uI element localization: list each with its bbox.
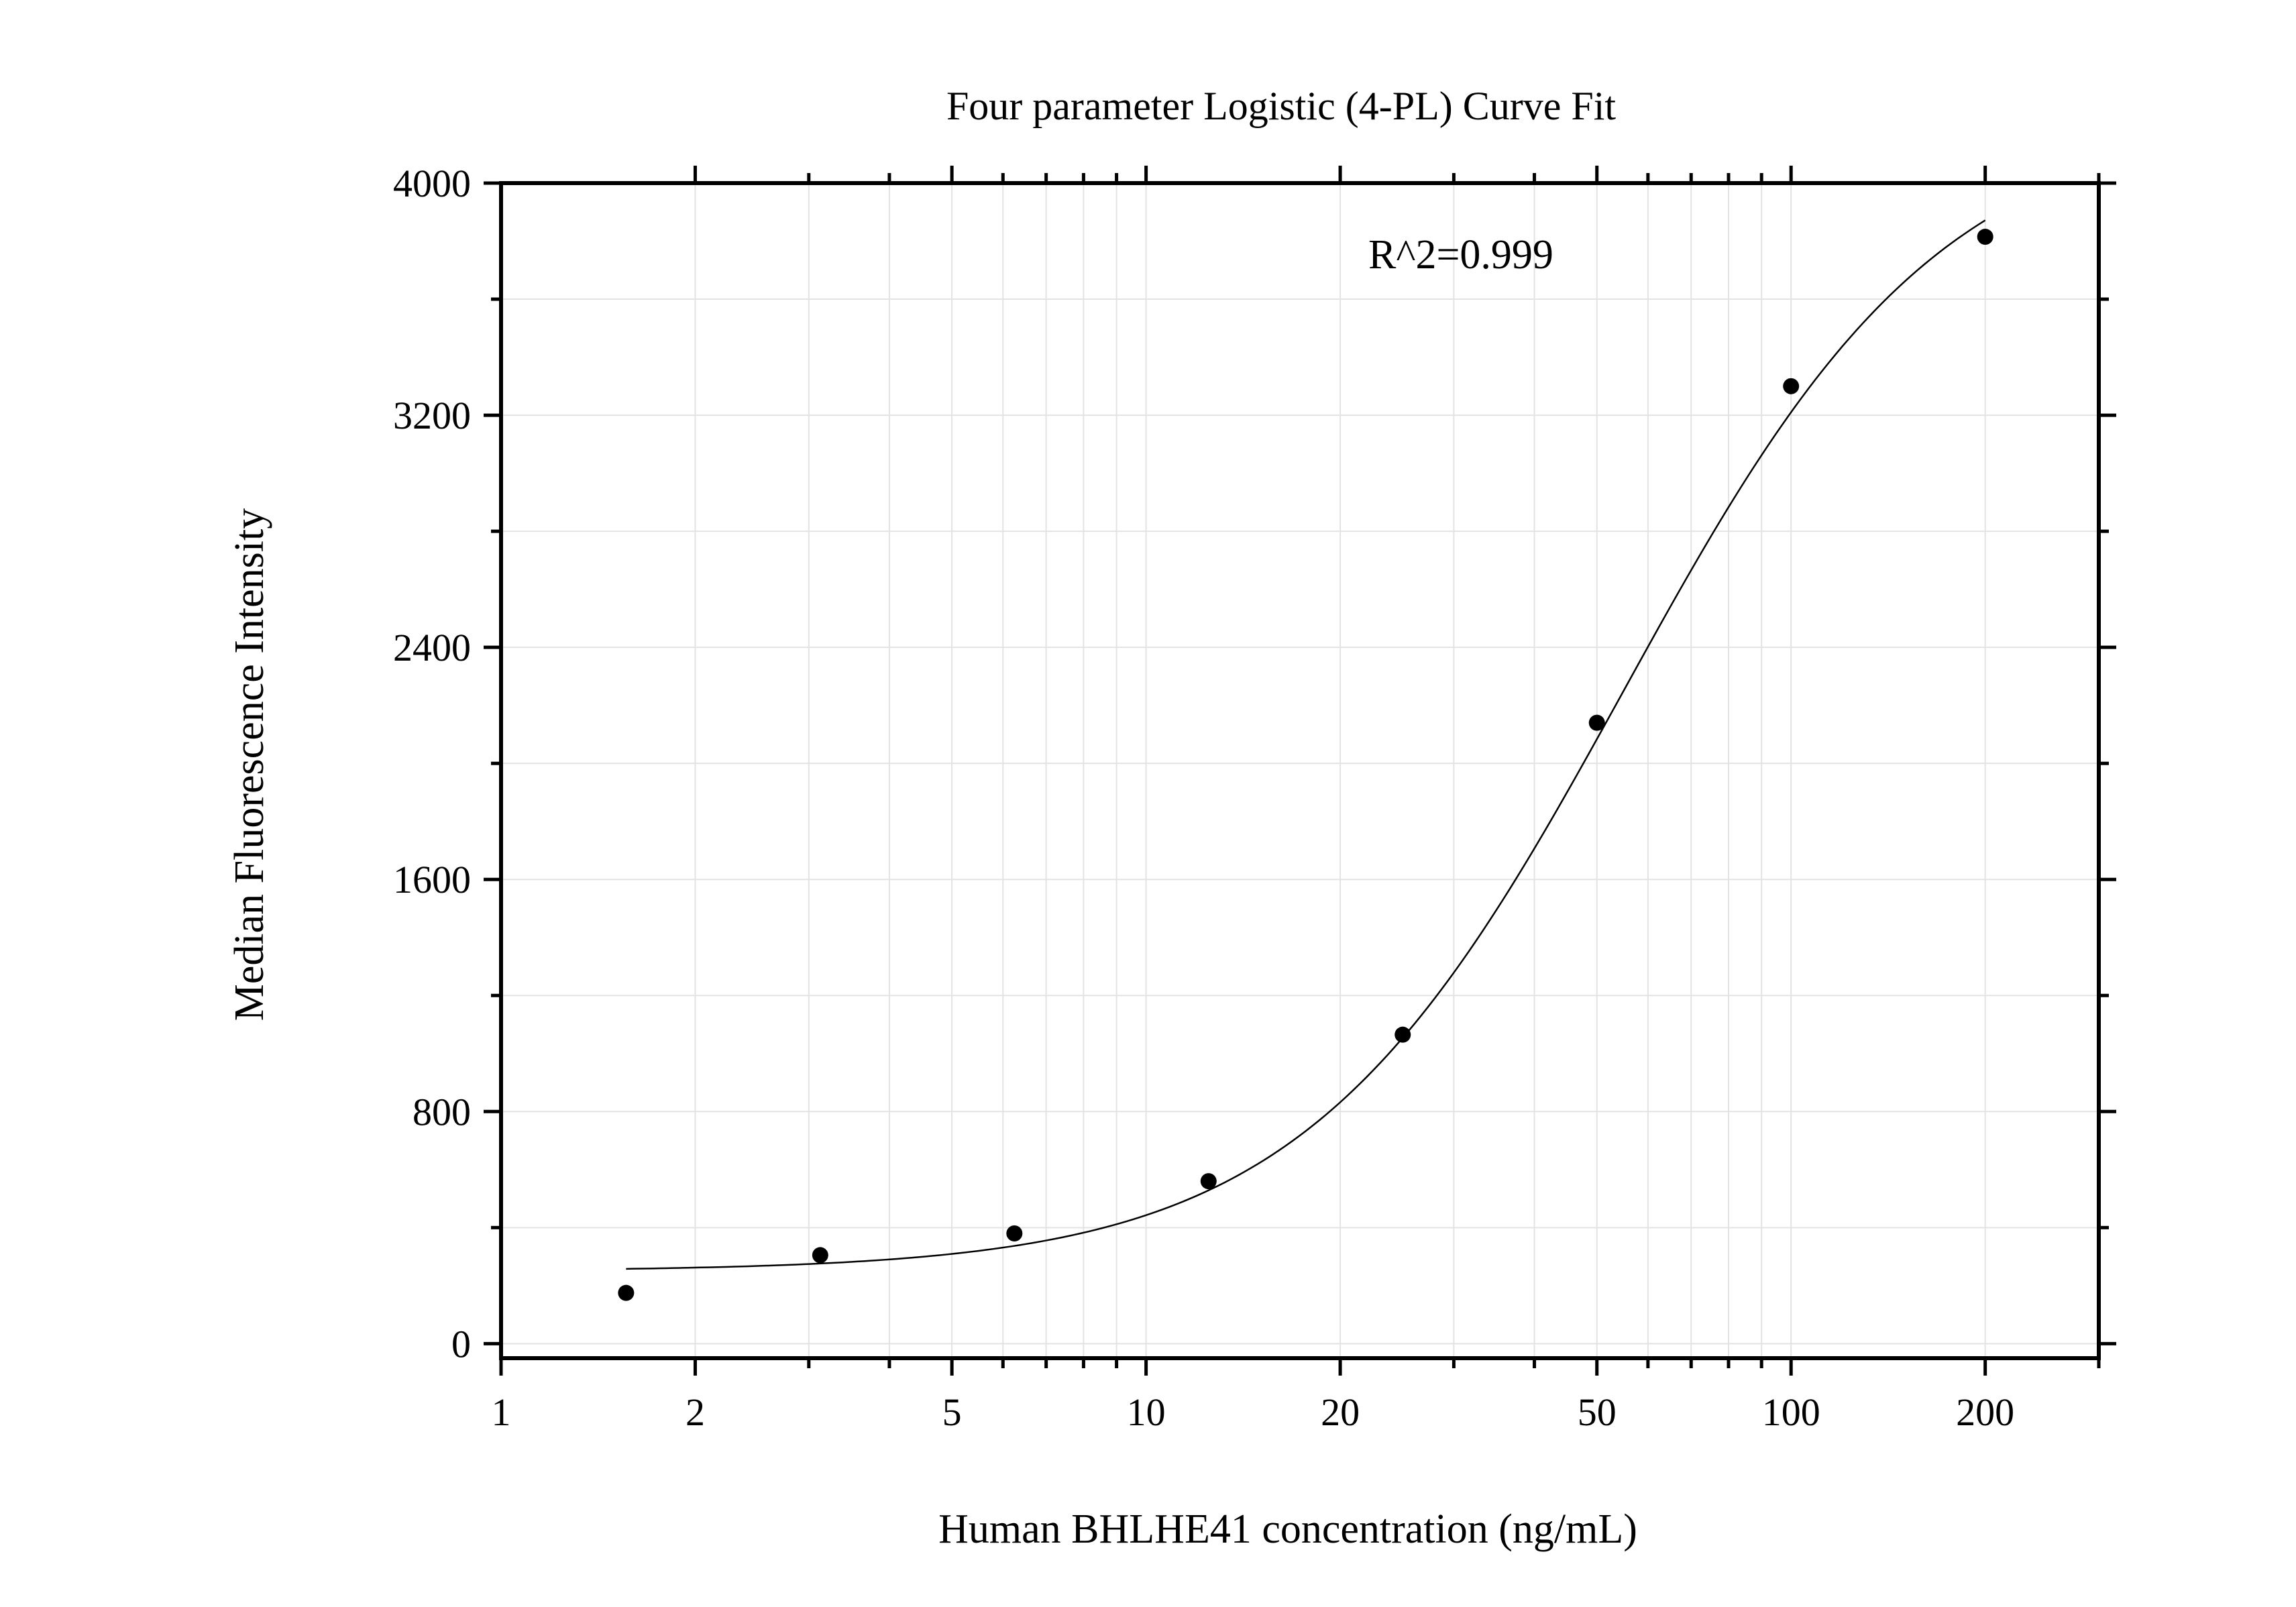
y-axis-label: Median Fluorescence Intensity — [227, 508, 272, 1021]
tick-label-layer: 1 2 5 10 20 50 100 200 0 800 1600 2400 3200 4000 — [393, 162, 2014, 1434]
curve-layer — [626, 219, 1986, 1270]
x-tick-label: 10 — [1127, 1390, 1166, 1434]
x-axis-label: Human BHLHE41 concentration (ng/mL) — [938, 1506, 1637, 1552]
r-squared-annotation: R^2=0.999 — [1368, 232, 1553, 278]
chart-title: Four parameter Logistic (4-PL) Curve Fit — [946, 84, 1616, 128]
axes-layer — [484, 166, 2116, 1376]
y-tick-label: 0 — [451, 1322, 471, 1366]
data-point — [1588, 714, 1605, 731]
y-tick-label: 3200 — [393, 394, 471, 437]
y-tick-label: 1600 — [393, 858, 471, 901]
plot-frame — [499, 181, 2101, 1360]
data-point — [812, 1247, 828, 1264]
data-point — [618, 1284, 635, 1301]
y-tick-label: 4000 — [393, 162, 471, 205]
data-point — [1977, 229, 1993, 245]
data-point — [1395, 1026, 1411, 1043]
x-tick-label: 100 — [1762, 1390, 1820, 1434]
x-tick-label: 2 — [686, 1390, 705, 1434]
y-tick-label: 2400 — [393, 626, 471, 669]
x-tick-label: 5 — [942, 1390, 962, 1434]
data-point — [1200, 1173, 1217, 1190]
points-layer — [618, 229, 1993, 1301]
data-point — [1783, 378, 1800, 394]
grid-layer — [501, 183, 2099, 1358]
fit-curve — [626, 219, 1986, 1270]
x-tick-label: 20 — [1321, 1390, 1360, 1434]
x-tick-label: 200 — [1956, 1390, 2014, 1434]
x-tick-label: 1 — [492, 1390, 511, 1434]
data-point — [1006, 1225, 1023, 1241]
y-tick-label: 800 — [413, 1090, 471, 1133]
x-tick-label: 50 — [1578, 1390, 1617, 1434]
